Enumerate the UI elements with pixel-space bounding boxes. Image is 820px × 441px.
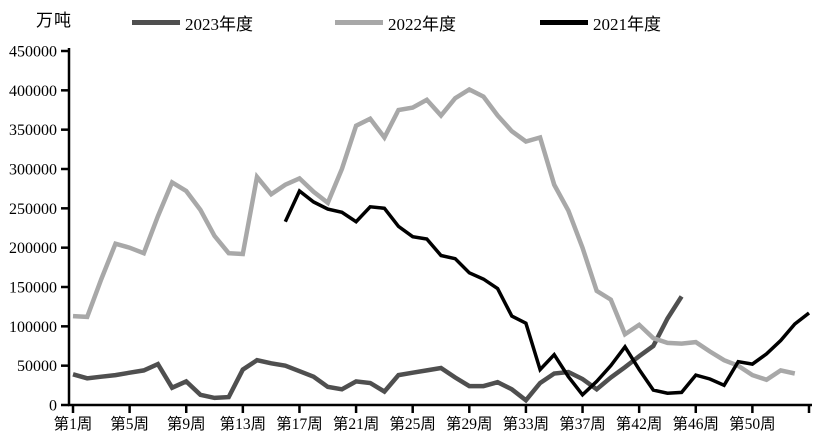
x-tick-label: 第21周 <box>333 415 380 433</box>
y-tick-label: 250000 <box>9 201 57 218</box>
x-tick-label: 第25周 <box>389 415 436 433</box>
legend-swatch-2023 <box>132 19 180 25</box>
y-axis-unit-label: 万吨 <box>36 11 72 30</box>
legend-swatch-2022 <box>335 19 383 25</box>
legend-swatch-2021 <box>540 19 588 25</box>
x-tick-label: 第33周 <box>503 415 550 433</box>
y-tick-label: 350000 <box>9 122 57 139</box>
series-line-2023年度 <box>72 295 684 404</box>
x-tick-label: 第5周 <box>110 415 149 433</box>
y-tick-label: 200000 <box>9 240 57 257</box>
y-tick-label: 450000 <box>9 44 57 61</box>
y-tick-label: 100000 <box>9 319 57 336</box>
legend-item-2021: 2021年度 <box>540 12 661 34</box>
series-line-2021年度 <box>283 188 811 398</box>
y-tick-label: 50000 <box>17 358 57 375</box>
x-tick-label: 第1周 <box>54 415 93 433</box>
x-tick-label: 第9周 <box>167 415 206 433</box>
legend-label-2023: 2023年度 <box>185 14 253 34</box>
x-tick-label: 第50周 <box>729 415 776 433</box>
legend-item-2022: 2022年度 <box>335 12 456 34</box>
y-tick-label: 150000 <box>9 280 57 297</box>
x-tick-label: 第29周 <box>446 415 493 433</box>
legend-item-2023: 2023年度 <box>132 12 253 34</box>
legend-label-2021: 2021年度 <box>593 14 661 34</box>
legend-label-2022: 2022年度 <box>388 14 456 34</box>
x-tick-label: 第37周 <box>559 415 606 433</box>
y-tick-label: 300000 <box>9 162 57 179</box>
y-tick-label: 400000 <box>9 83 57 100</box>
series-line-2022年度 <box>72 86 796 383</box>
x-tick-label: 第13周 <box>220 415 267 433</box>
y-tick-label: 0 <box>49 398 57 415</box>
x-tick-label: 第46周 <box>673 415 720 433</box>
x-tick-label: 第17周 <box>276 415 323 433</box>
x-tick-label: 第42周 <box>616 415 663 433</box>
